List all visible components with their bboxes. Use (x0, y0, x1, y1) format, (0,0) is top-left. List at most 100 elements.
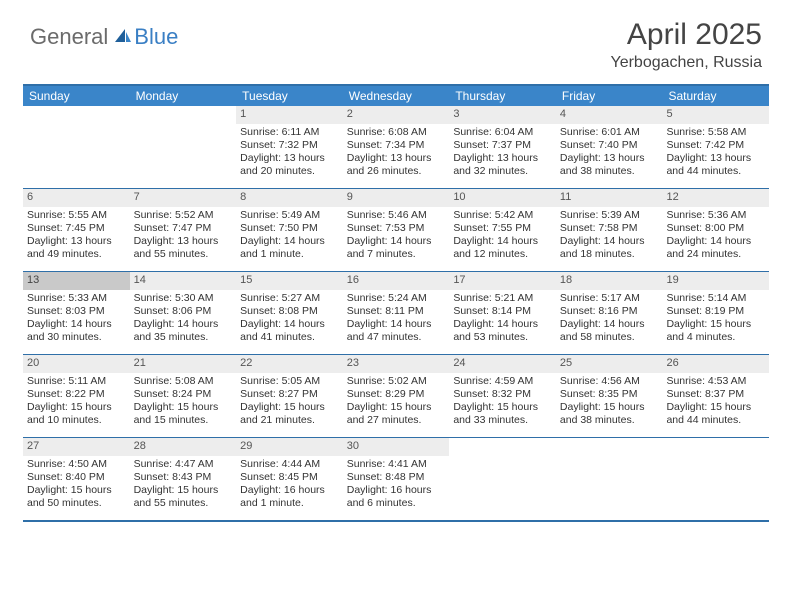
day-number (449, 438, 556, 456)
day-body: Sunrise: 5:27 AMSunset: 8:08 PMDaylight:… (236, 290, 343, 349)
day-number: 24 (449, 355, 556, 373)
day-cell: 6Sunrise: 5:55 AMSunset: 7:45 PMDaylight… (23, 189, 130, 271)
empty-cell (449, 438, 556, 520)
calendar-table: SundayMondayTuesdayWednesdayThursdayFrid… (23, 84, 769, 522)
sunrise-line: Sunrise: 5:05 AM (240, 375, 339, 388)
daylight-line: Daylight: 15 hours and 50 minutes. (27, 484, 126, 510)
day-cell: 21Sunrise: 5:08 AMSunset: 8:24 PMDayligh… (130, 355, 237, 437)
empty-cell (130, 106, 237, 188)
sunrise-line: Sunrise: 4:50 AM (27, 458, 126, 471)
sunset-line: Sunset: 8:48 PM (347, 471, 446, 484)
day-number: 27 (23, 438, 130, 456)
brand-logo: General Blue (30, 18, 178, 50)
day-body: Sunrise: 4:50 AMSunset: 8:40 PMDaylight:… (23, 456, 130, 515)
sunrise-line: Sunrise: 5:52 AM (134, 209, 233, 222)
day-number: 13 (23, 272, 130, 290)
daylight-line: Daylight: 15 hours and 4 minutes. (666, 318, 765, 344)
sunrise-line: Sunrise: 6:08 AM (347, 126, 446, 139)
day-number: 14 (130, 272, 237, 290)
sunset-line: Sunset: 7:40 PM (560, 139, 659, 152)
day-cell: 29Sunrise: 4:44 AMSunset: 8:45 PMDayligh… (236, 438, 343, 520)
day-cell: 30Sunrise: 4:41 AMSunset: 8:48 PMDayligh… (343, 438, 450, 520)
daylight-line: Daylight: 14 hours and 12 minutes. (453, 235, 552, 261)
weeks-container: 1Sunrise: 6:11 AMSunset: 7:32 PMDaylight… (23, 106, 769, 520)
day-body: Sunrise: 6:01 AMSunset: 7:40 PMDaylight:… (556, 124, 663, 183)
day-body: Sunrise: 4:47 AMSunset: 8:43 PMDaylight:… (130, 456, 237, 515)
week-row: 13 Sunrise: 5:33 AMSunset: 8:03 PM Dayligh… (23, 271, 769, 354)
daylight-line: Daylight: 15 hours and 33 minutes. (453, 401, 552, 427)
day-body: Sunrise: 6:08 AMSunset: 7:34 PMDaylight:… (343, 124, 450, 183)
empty-cell (23, 106, 130, 188)
day-number: 25 (556, 355, 663, 373)
sunset-line: Sunset: 7:34 PM (347, 139, 446, 152)
page-subtitle: Yerbogachen, Russia (610, 54, 762, 72)
day-number: 8 (236, 189, 343, 207)
day-body: Sunrise: 5:08 AMSunset: 8:24 PMDaylight:… (130, 373, 237, 432)
sunset-line: Sunset: 8:35 PM (560, 388, 659, 401)
week-row: 1Sunrise: 6:11 AMSunset: 7:32 PMDaylight… (23, 106, 769, 188)
sunset-line: Sunset: 8:22 PM (27, 388, 126, 401)
day-cell: 27Sunrise: 4:50 AMSunset: 8:40 PMDayligh… (23, 438, 130, 520)
dayname-tuesday: Tuesday (236, 86, 343, 106)
dayname-wednesday: Wednesday (343, 86, 450, 106)
day-number: 6 (23, 189, 130, 207)
day-body: Sunrise: 5:46 AMSunset: 7:53 PMDaylight:… (343, 207, 450, 266)
day-number: 29 (236, 438, 343, 456)
daylight-line: Daylight: 16 hours and 1 minute. (240, 484, 339, 510)
daylight-line: Daylight: 13 hours and 49 minutes. (27, 235, 126, 261)
sunrise-line: Sunrise: 4:59 AM (453, 375, 552, 388)
week-row: 6Sunrise: 5:55 AMSunset: 7:45 PMDaylight… (23, 188, 769, 271)
sunrise-line: Sunrise: 6:01 AM (560, 126, 659, 139)
day-number: 7 (130, 189, 237, 207)
sunset-line: Sunset: 8:03 PM (27, 305, 126, 318)
day-cell: 24Sunrise: 4:59 AMSunset: 8:32 PMDayligh… (449, 355, 556, 437)
day-body: Sunrise: 6:04 AMSunset: 7:37 PMDaylight:… (449, 124, 556, 183)
day-body: Sunrise: 5:17 AMSunset: 8:16 PMDaylight:… (556, 290, 663, 349)
sunrise-line: Sunrise: 6:04 AM (453, 126, 552, 139)
sunrise-line: Sunrise: 5:33 AM (27, 292, 126, 305)
day-cell: 15Sunrise: 5:27 AMSunset: 8:08 PMDayligh… (236, 272, 343, 354)
sunset-line: Sunset: 8:08 PM (240, 305, 339, 318)
sunset-line: Sunset: 8:27 PM (240, 388, 339, 401)
sunset-line: Sunset: 7:53 PM (347, 222, 446, 235)
sunset-line: Sunset: 7:50 PM (240, 222, 339, 235)
day-cell: 26Sunrise: 4:53 AMSunset: 8:37 PMDayligh… (662, 355, 769, 437)
sunset-line: Sunset: 7:45 PM (27, 222, 126, 235)
sunset-line: Sunset: 8:11 PM (347, 305, 446, 318)
sail-icon (112, 27, 132, 48)
day-body: Sunrise: 5:49 AMSunset: 7:50 PMDaylight:… (236, 207, 343, 266)
day-body: Sunrise: 5:24 AMSunset: 8:11 PMDaylight:… (343, 290, 450, 349)
sunrise-line: Sunrise: 5:21 AM (453, 292, 552, 305)
day-cell: 19Sunrise: 5:14 AMSunset: 8:19 PMDayligh… (662, 272, 769, 354)
sunrise-line: Sunrise: 5:14 AM (666, 292, 765, 305)
day-number: 21 (130, 355, 237, 373)
sunset-line: Sunset: 8:06 PM (134, 305, 233, 318)
daylight-line: Daylight: 15 hours and 15 minutes. (134, 401, 233, 427)
daylight-line: Daylight: 15 hours and 55 minutes. (134, 484, 233, 510)
day-number: 4 (556, 106, 663, 124)
sunrise-line: Sunrise: 5:58 AM (666, 126, 765, 139)
day-cell: 20Sunrise: 5:11 AMSunset: 8:22 PMDayligh… (23, 355, 130, 437)
daylight-line: Daylight: 15 hours and 10 minutes. (27, 401, 126, 427)
daylight-line: Daylight: 14 hours and 1 minute. (240, 235, 339, 261)
sunrise-line: Sunrise: 5:30 AM (134, 292, 233, 305)
sunrise-line: Sunrise: 5:17 AM (560, 292, 659, 305)
sunset-line: Sunset: 8:40 PM (27, 471, 126, 484)
week-row: 27Sunrise: 4:50 AMSunset: 8:40 PMDayligh… (23, 437, 769, 520)
daylight-line: Daylight: 14 hours and 7 minutes. (347, 235, 446, 261)
dayname-saturday: Saturday (662, 86, 769, 106)
sunset-line: Sunset: 8:37 PM (666, 388, 765, 401)
day-number: 20 (23, 355, 130, 373)
sunset-line: Sunset: 8:14 PM (453, 305, 552, 318)
sunrise-line: Sunrise: 5:39 AM (560, 209, 659, 222)
day-cell: 22Sunrise: 5:05 AMSunset: 8:27 PMDayligh… (236, 355, 343, 437)
day-number (130, 106, 237, 124)
day-number: 9 (343, 189, 450, 207)
day-number: 15 (236, 272, 343, 290)
sunrise-line: Sunrise: 5:49 AM (240, 209, 339, 222)
day-cell: 13Sunrise: 5:33 AMSunset: 8:03 PMDayligh… (23, 272, 130, 354)
day-number: 10 (449, 189, 556, 207)
day-number: 17 (449, 272, 556, 290)
day-cell: 25Sunrise: 4:56 AMSunset: 8:35 PMDayligh… (556, 355, 663, 437)
title-block: April 2025 Yerbogachen, Russia (610, 18, 762, 72)
